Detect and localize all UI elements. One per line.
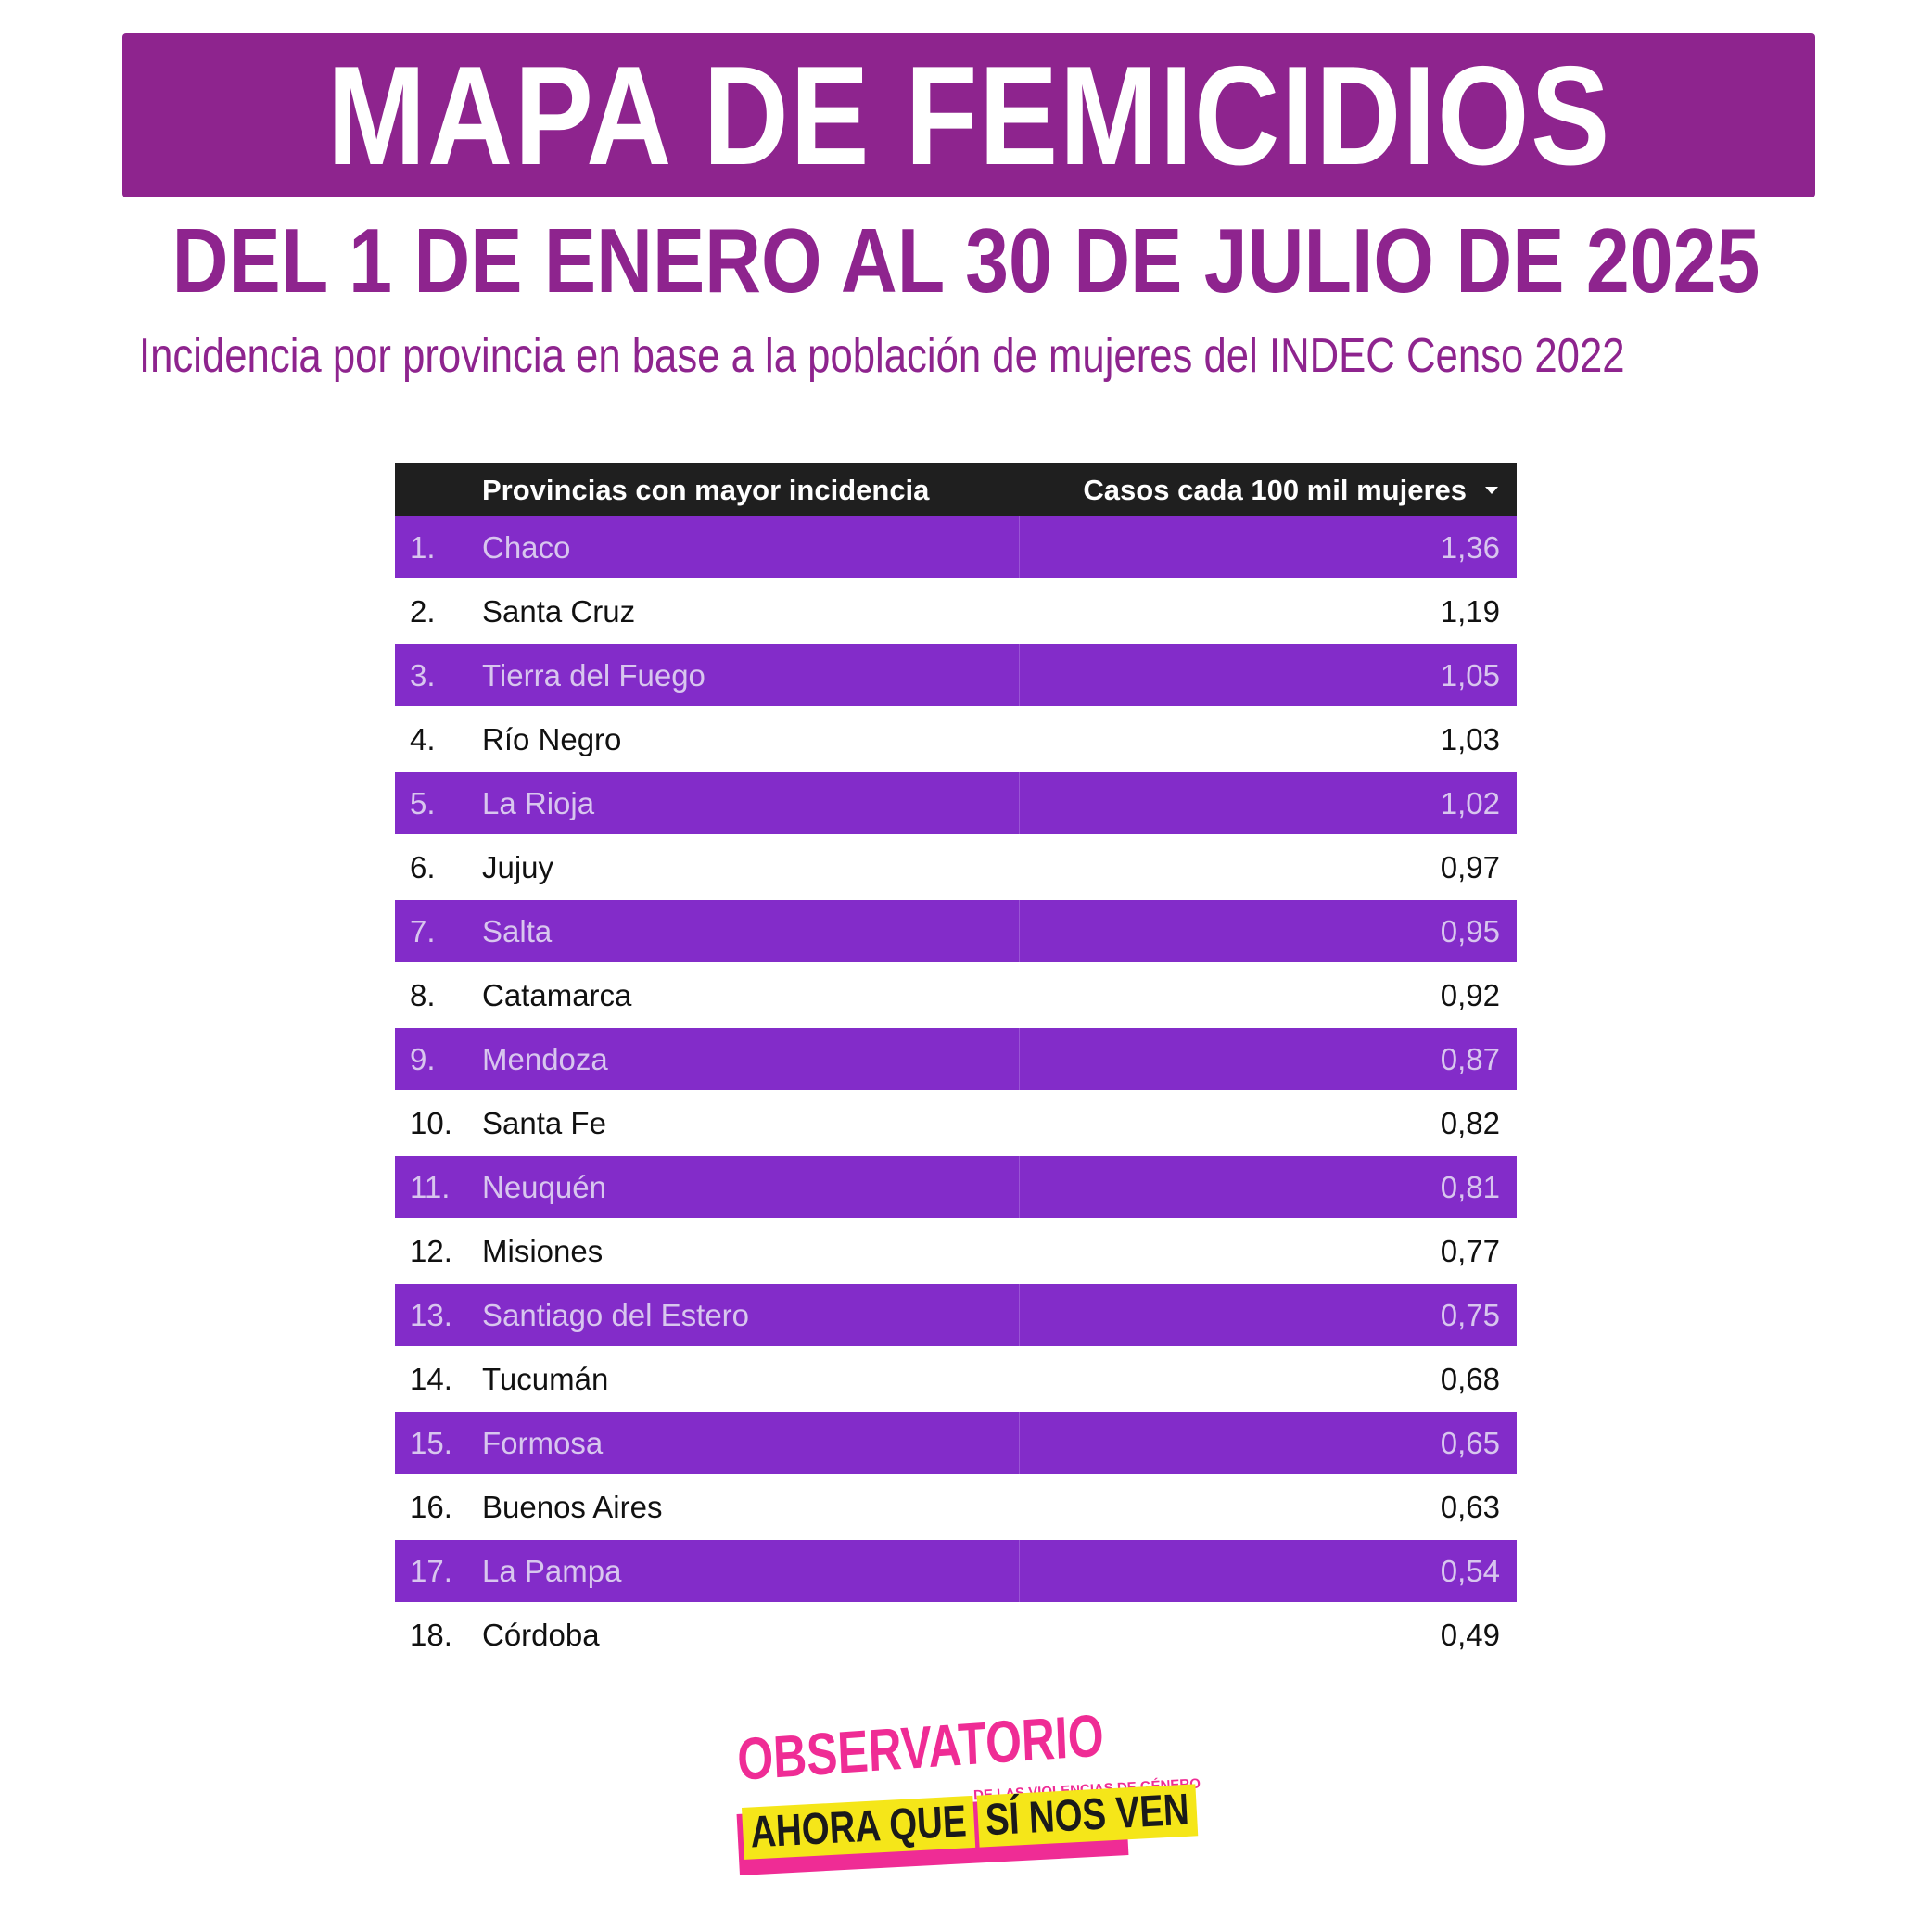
row-rank: 3. (410, 658, 436, 693)
row-rank: 13. (410, 1298, 452, 1332)
row-province: Salta (482, 914, 553, 948)
table-row: 6. Jujuy 0,97 (395, 836, 1517, 898)
row-province: La Rioja (482, 786, 595, 820)
row-value: 0,68 (1440, 1362, 1500, 1396)
row-province: Chaco (482, 530, 571, 565)
row-rank: 9. (410, 1042, 436, 1076)
logo-observatorio-text: OBSERVATORIO (735, 1701, 1105, 1793)
column-header-value-label: Casos cada 100 mil mujeres (1083, 474, 1467, 506)
row-value: 0,95 (1440, 914, 1500, 948)
row-value: 1,02 (1440, 786, 1500, 820)
row-value: 0,77 (1440, 1234, 1500, 1268)
row-value: 1,03 (1440, 722, 1500, 756)
row-value: 0,54 (1440, 1554, 1500, 1588)
caret-down-icon[interactable] (1485, 487, 1498, 494)
column-divider (1019, 1540, 1020, 1602)
table-row: 16. Buenos Aires 0,63 (395, 1476, 1517, 1538)
table-row: 10. Santa Fe 0,82 (395, 1092, 1517, 1154)
column-divider (1019, 1156, 1020, 1218)
row-province: Río Negro (482, 722, 622, 756)
row-value: 0,82 (1440, 1106, 1500, 1140)
observatorio-logo: OBSERVATORIO DE LAS VIOLENCIAS DE GÉNERO… (732, 1701, 1201, 1888)
row-province: Santa Cruz (482, 594, 636, 629)
title-banner: MAPA DE FEMICIDIOS (122, 33, 1815, 197)
table-row: 3. Tierra del Fuego 1,05 (395, 644, 1517, 706)
column-divider (1019, 900, 1020, 962)
row-value: 1,36 (1440, 530, 1500, 565)
row-rank: 15. (410, 1426, 452, 1460)
row-province: Córdoba (482, 1618, 600, 1652)
table-row: 9. Mendoza 0,87 (395, 1028, 1517, 1090)
table-row: 17. La Pampa 0,54 (395, 1540, 1517, 1602)
row-rank: 18. (410, 1618, 452, 1652)
column-divider (1019, 516, 1020, 578)
row-province: Mendoza (482, 1042, 608, 1076)
table-row: 8. Catamarca 0,92 (395, 964, 1517, 1026)
table-body: 1. Chaco 1,36 2. Santa Cruz 1,19 3. Tierra del … (395, 516, 1517, 1666)
table-header: Provincias con mayor incidencia Casos ca… (395, 463, 1517, 516)
row-rank: 6. (410, 850, 436, 884)
row-value: 0,63 (1440, 1490, 1500, 1524)
row-province: La Pampa (482, 1554, 622, 1588)
table-row: 14. Tucumán 0,68 (395, 1348, 1517, 1410)
column-divider (1019, 772, 1020, 834)
page-note: Incidencia por provincia en base a la po… (139, 329, 1625, 383)
column-divider (1019, 1028, 1020, 1090)
column-divider (1019, 644, 1020, 706)
table-row: 13. Santiago del Estero 0,75 (395, 1284, 1517, 1346)
table-row: 12. Misiones 0,77 (395, 1220, 1517, 1282)
row-rank: 2. (410, 594, 436, 629)
row-rank: 5. (410, 786, 436, 820)
row-province: Tierra del Fuego (482, 658, 705, 693)
table-row: 1. Chaco 1,36 (395, 516, 1517, 578)
table-row: 4. Río Negro 1,03 (395, 708, 1517, 770)
row-value: 0,81 (1440, 1170, 1500, 1204)
incidence-table: Provincias con mayor incidencia Casos ca… (395, 463, 1517, 1668)
row-province: Catamarca (482, 978, 632, 1012)
row-value: 1,05 (1440, 658, 1500, 693)
row-rank: 16. (410, 1490, 452, 1524)
column-divider (1019, 1284, 1020, 1346)
row-value: 0,92 (1440, 978, 1500, 1012)
row-value: 0,97 (1440, 850, 1500, 884)
column-header-province[interactable]: Provincias con mayor incidencia (482, 474, 930, 506)
row-rank: 14. (410, 1362, 452, 1396)
table-row: 5. La Rioja 1,02 (395, 772, 1517, 834)
row-value: 0,65 (1440, 1426, 1500, 1460)
row-province: Santa Fe (482, 1106, 606, 1140)
row-rank: 17. (410, 1554, 452, 1588)
row-rank: 7. (410, 914, 436, 948)
row-rank: 11. (410, 1170, 451, 1204)
page-title: MAPA DE FEMICIDIOS (326, 36, 1611, 195)
row-province: Santiago del Estero (482, 1298, 750, 1332)
row-rank: 10. (410, 1106, 452, 1140)
column-divider (1019, 1412, 1020, 1474)
row-rank: 8. (410, 978, 436, 1012)
logo-nos-text: SÍ NOS VEN (976, 1784, 1198, 1848)
row-province: Formosa (482, 1426, 604, 1460)
row-province: Neuquén (482, 1170, 606, 1204)
row-value: 1,19 (1440, 594, 1500, 629)
row-value: 0,87 (1440, 1042, 1500, 1076)
table-row: 18. Córdoba 0,49 (395, 1604, 1517, 1666)
row-province: Buenos Aires (482, 1490, 663, 1524)
row-rank: 1. (410, 530, 436, 565)
table-row: 15. Formosa 0,65 (395, 1412, 1517, 1474)
row-rank: 12. (410, 1234, 452, 1268)
table-row: 11. Neuquén 0,81 (395, 1156, 1517, 1218)
column-header-value[interactable]: Casos cada 100 mil mujeres (1083, 474, 1498, 507)
row-province: Tucumán (482, 1362, 609, 1396)
row-province: Misiones (482, 1234, 604, 1268)
row-province: Jujuy (482, 850, 554, 884)
row-value: 0,49 (1440, 1618, 1500, 1652)
table-row: 7. Salta 0,95 (395, 900, 1517, 962)
row-value: 0,75 (1440, 1298, 1500, 1332)
page-subtitle: DEL 1 DE ENERO AL 30 DE JULIO DE 2025 (172, 210, 1760, 311)
table-row: 2. Santa Cruz 1,19 (395, 580, 1517, 642)
row-rank: 4. (410, 722, 436, 756)
